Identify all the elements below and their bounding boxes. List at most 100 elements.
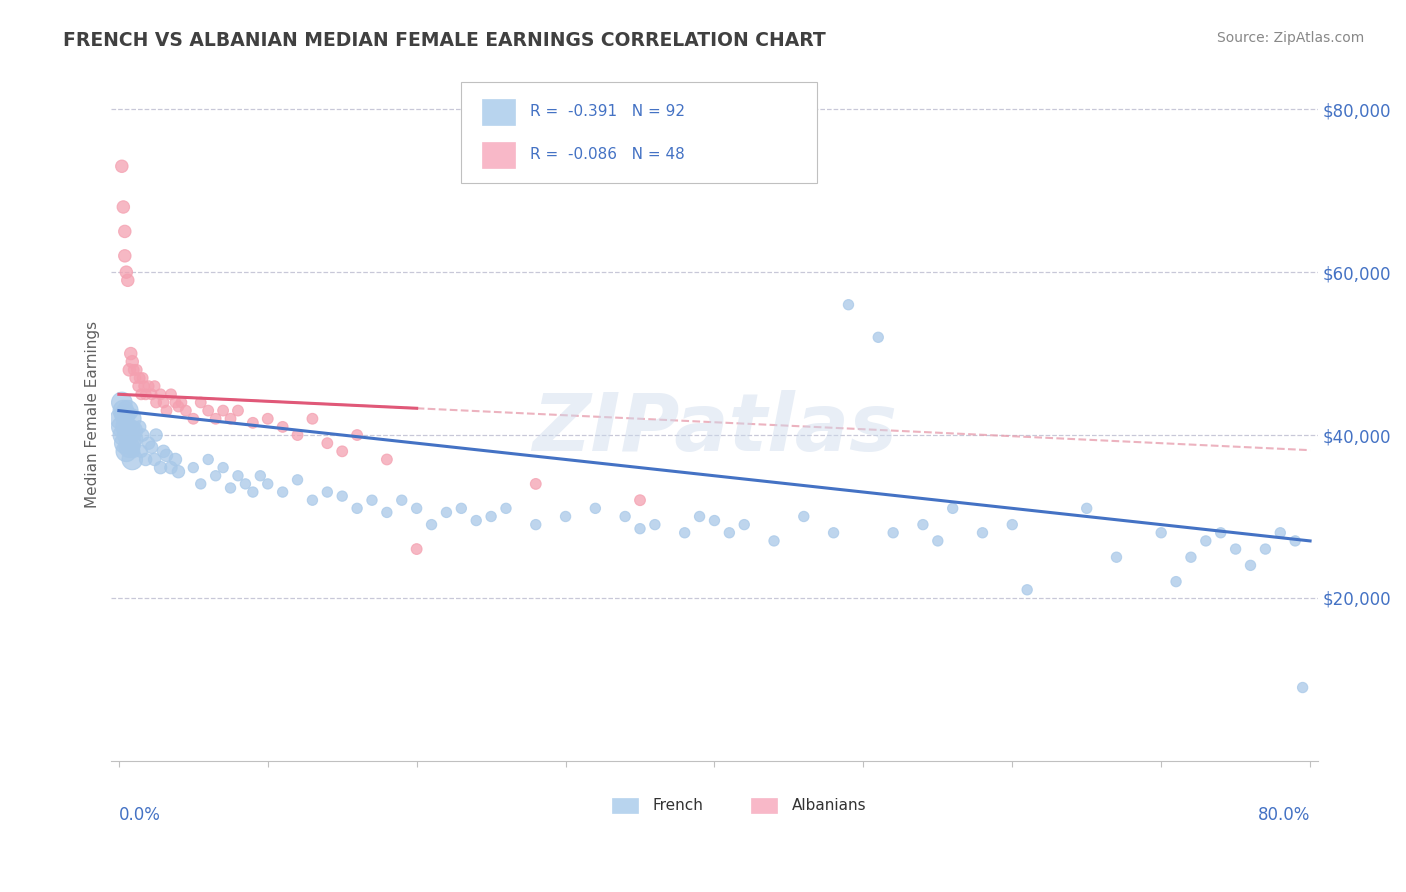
Point [242,485,264,500]
Point [117,428,139,442]
Point [301,411,323,425]
Point [127,379,149,393]
Point [301,493,323,508]
Point [121,424,143,438]
Point [120,411,142,425]
Point [112,200,135,214]
Point [346,428,368,442]
Point [330,444,353,458]
Bar [482,142,516,168]
Point [145,428,167,442]
Point [155,403,177,417]
Point [256,411,278,425]
Point [1164,574,1187,589]
Point [115,444,138,458]
Point [219,481,242,495]
Text: French: French [652,797,704,813]
Point [145,395,167,409]
Point [121,452,143,467]
Point [118,440,141,454]
Point [219,411,242,425]
Point [1209,525,1232,540]
Point [115,420,138,434]
Point [204,468,226,483]
Point [141,440,163,454]
Point [167,465,190,479]
Point [1195,533,1218,548]
Point [524,517,547,532]
Point [1239,558,1261,573]
Point [479,509,502,524]
Point [837,298,859,312]
Point [361,493,384,508]
Point [316,485,339,500]
Point [174,403,197,417]
Point [181,460,204,475]
Y-axis label: Median Female Earnings: Median Female Earnings [86,321,100,508]
Text: 0.0%: 0.0% [120,805,160,824]
Point [226,403,249,417]
Point [271,485,294,500]
Point [823,525,845,540]
Point [111,395,134,409]
Bar [612,797,638,813]
Point [114,249,136,263]
Point [346,501,368,516]
Point [316,436,339,450]
Text: ZIPatlas: ZIPatlas [531,390,897,467]
Point [1076,501,1098,516]
Point [128,371,150,385]
Point [117,403,139,417]
Point [167,400,190,414]
Point [138,379,160,393]
Point [235,476,257,491]
Point [204,411,226,425]
Point [117,273,139,287]
Point [160,387,183,401]
Point [128,420,150,434]
Point [129,444,152,458]
FancyBboxPatch shape [461,82,817,183]
Point [114,408,136,422]
Point [190,395,212,409]
Point [1180,550,1202,565]
Point [733,517,755,532]
Point [375,505,398,519]
Point [160,460,183,475]
Point [763,533,786,548]
Point [212,403,235,417]
Point [927,533,949,548]
Point [793,509,815,524]
Point [287,428,309,442]
Point [111,159,134,173]
Point [249,468,271,483]
Point [1150,525,1173,540]
Point [165,452,187,467]
Point [121,355,143,369]
Point [141,387,163,401]
Point [450,501,472,516]
Point [135,452,157,467]
Point [226,468,249,483]
Point [689,509,711,524]
Point [190,476,212,491]
Point [614,509,637,524]
Point [972,525,994,540]
Point [149,387,172,401]
Point [256,476,278,491]
Point [131,371,153,385]
Point [114,436,136,450]
Point [330,489,353,503]
Point [149,460,172,475]
Point [465,514,488,528]
Point [170,395,193,409]
Point [1270,525,1292,540]
Point [911,517,934,532]
Point [882,525,904,540]
Point [165,395,187,409]
Point [868,330,890,344]
Point [124,371,146,385]
Point [583,501,606,516]
Point [135,387,157,401]
Point [1001,517,1024,532]
